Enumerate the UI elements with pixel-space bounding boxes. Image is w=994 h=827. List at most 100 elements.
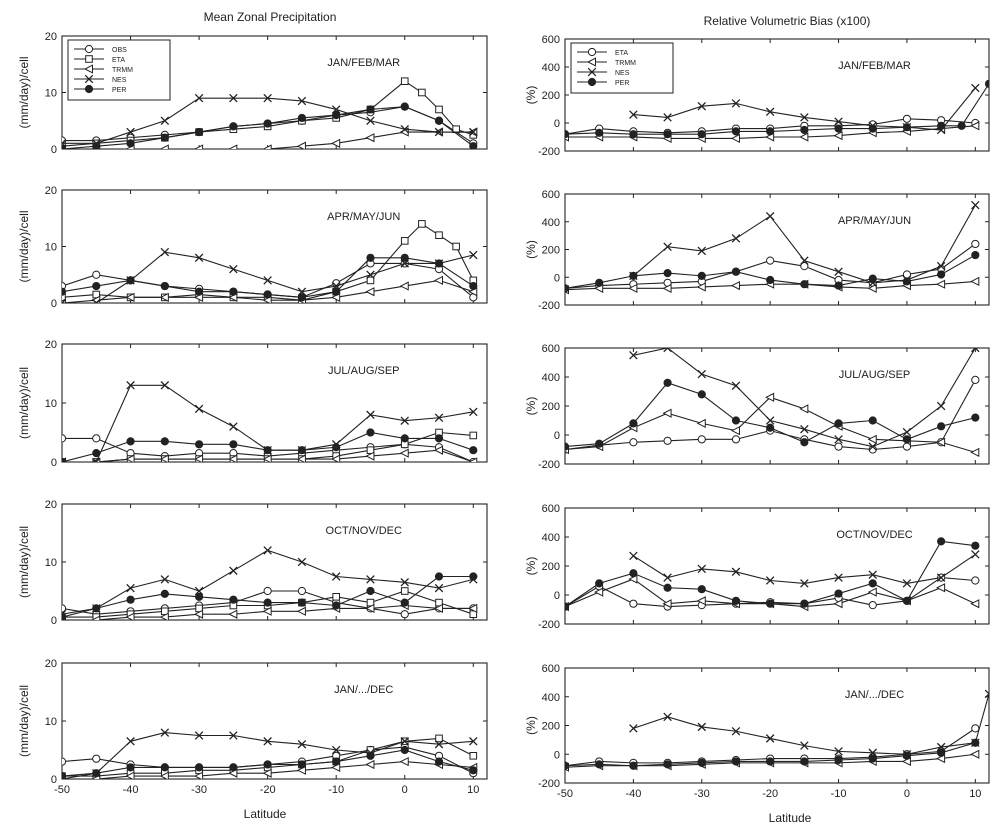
series-per-point	[834, 124, 843, 133]
y-tick-label: 0	[51, 615, 57, 627]
series-per-point	[902, 277, 912, 286]
series-trmm-point	[662, 283, 672, 293]
panel-frame	[61, 189, 488, 304]
panel-precip-5: 0 10 20 -50 -40 -30 -20 -10 0 10 (mm/day)/cell JAN/…	[17, 658, 488, 796]
series-per-point	[595, 439, 604, 448]
y-tick-label: 200	[542, 245, 560, 257]
series-nes-point	[194, 731, 204, 740]
series-trmm-point	[193, 454, 204, 462]
series-per-point	[160, 437, 169, 446]
series-trmm-point	[433, 445, 444, 455]
series-per-point	[834, 419, 843, 428]
series-nes-line	[633, 348, 976, 448]
series-nes-point	[731, 381, 741, 390]
series-nes-point	[92, 298, 101, 303]
series-per-point	[434, 572, 444, 581]
legend-entry: ETA	[112, 57, 125, 64]
series-nes-point	[697, 369, 707, 379]
y-tick-label: 600	[542, 189, 560, 201]
series-trmm-point	[228, 454, 238, 462]
y-tick-label: 400	[542, 532, 560, 544]
series-trmm-point	[696, 596, 706, 606]
series-eta-point	[800, 262, 809, 271]
y-tick-label: 200	[542, 721, 560, 733]
y-tick-label: 20	[45, 658, 57, 670]
series-per-point	[834, 281, 843, 290]
period-label: JUL/AUG/SEP	[839, 369, 911, 381]
series-nes-point	[366, 116, 375, 126]
series-per-point	[731, 267, 741, 276]
series-eta-point	[400, 77, 409, 86]
period-label: APR/MAY/JUN	[838, 215, 911, 227]
series-eta-point	[400, 587, 409, 595]
series-trmm-point	[125, 454, 135, 462]
series-per-point	[766, 127, 775, 136]
series-per-point	[434, 259, 444, 268]
y-tick-label: 10	[45, 398, 57, 410]
series-per-point	[400, 598, 409, 607]
series-nes-point	[765, 416, 775, 425]
series-per-point	[937, 422, 946, 431]
x-tick-label: -30	[191, 784, 207, 796]
series-nes-point	[984, 689, 989, 699]
series-per-point	[62, 772, 67, 779]
series-nes-point	[366, 270, 375, 280]
series-trmm-point	[433, 275, 444, 286]
series-per-point	[766, 757, 775, 766]
series-per-point	[297, 293, 307, 302]
series-nes-point	[629, 724, 638, 733]
series-nes-point	[263, 276, 272, 285]
y-tick-label: 10	[45, 557, 57, 569]
series-nes-point	[765, 107, 775, 117]
series-trmm-point	[159, 612, 169, 620]
series-per-point	[697, 271, 706, 280]
series-per-point	[263, 760, 272, 769]
series-per-point	[366, 586, 375, 596]
series-per-point	[971, 541, 980, 550]
legend-marker	[587, 47, 597, 57]
series-eta-point	[971, 724, 980, 733]
series-per-point	[160, 281, 169, 291]
series-per-point	[263, 119, 272, 128]
series-obs-point	[92, 434, 101, 443]
series-per-point	[565, 130, 570, 139]
series-per-point	[194, 127, 204, 137]
legend-entry: NES	[112, 77, 127, 84]
x-tick-label: -20	[762, 788, 778, 800]
series-trmm-point	[159, 771, 169, 779]
legend-marker	[587, 77, 597, 87]
series-trmm-point	[833, 599, 843, 609]
y-tick-label: 20	[45, 185, 57, 197]
legend-marker	[84, 44, 94, 54]
series-nes-point	[629, 350, 638, 360]
series-per-line	[565, 83, 989, 135]
series-per-point	[400, 253, 409, 262]
series-trmm-point	[228, 609, 238, 619]
panel-bias-1: -200 0 200 400 600 (%) JAN/FEB/MAR ETA TRMM NES PE…	[524, 34, 990, 158]
legend-marker	[84, 84, 94, 94]
series-trmm-point	[867, 434, 877, 444]
series-trmm-point	[594, 587, 604, 597]
series-group	[62, 220, 478, 303]
series-per-point	[800, 125, 809, 135]
series-per-point	[62, 457, 67, 462]
series-nes-point	[902, 579, 912, 588]
series-trmm-point	[696, 418, 706, 429]
series-trmm-point	[159, 454, 169, 462]
series-nes-point	[697, 564, 707, 574]
series-trmm-point	[193, 144, 204, 149]
series-obs-point	[62, 604, 67, 613]
x-tick-label: -40	[123, 784, 139, 796]
series-eta-point	[469, 752, 478, 760]
series-nes-point	[834, 117, 843, 126]
right-column-title: Relative Volumetric Bias (x100)	[704, 14, 871, 28]
series-per-point	[697, 390, 706, 399]
series-trmm-point	[970, 121, 980, 131]
legend: OBS ETA TRMM NES PER	[67, 39, 171, 101]
y-tick-label: -200	[538, 619, 560, 631]
series-nes-point	[126, 583, 135, 593]
panel-precip-1: 0 10 20 (mm/day)/cell JAN/FEB/MAR OBS ETA TRMM N…	[17, 31, 488, 156]
series-per-point	[902, 596, 912, 605]
series-trmm-point	[296, 454, 306, 462]
series-nes-point	[62, 298, 67, 303]
